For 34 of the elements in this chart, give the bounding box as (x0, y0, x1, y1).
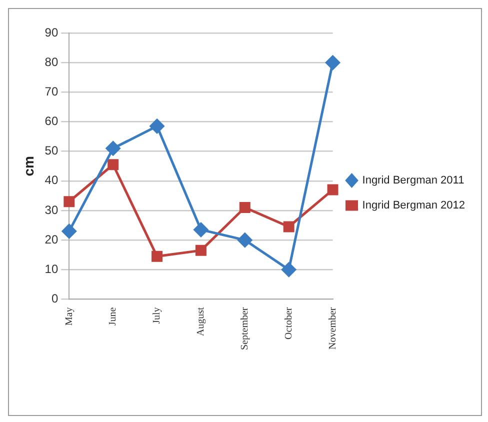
x-tick-label: July (152, 307, 163, 324)
point (282, 262, 296, 277)
point (238, 232, 252, 248)
point (62, 224, 76, 238)
y-tick-label: 60 (44, 114, 58, 128)
point (108, 159, 119, 170)
point (326, 55, 340, 70)
point (64, 196, 75, 208)
legend-label: Ingrid Bergman 2012 (362, 200, 465, 212)
y-tick-label: 80 (44, 54, 58, 69)
x-tick-label: August (196, 307, 207, 336)
y-tick-label: 10 (44, 262, 58, 276)
x-tick-label: May (64, 307, 75, 326)
y-tick-label: 90 (44, 25, 58, 40)
point (150, 118, 164, 134)
point (194, 222, 208, 237)
x-tick-label: June (108, 306, 119, 326)
point (283, 221, 294, 232)
y-tick-label: 50 (44, 144, 58, 158)
y-tick-label: 20 (44, 232, 58, 246)
legend-label: Ingrid Bergman 2011 (362, 174, 464, 187)
point (152, 250, 163, 262)
point (195, 244, 206, 256)
point (327, 184, 338, 196)
y-tick-label: 70 (44, 84, 58, 98)
y-tick-label: 0 (51, 292, 58, 306)
y-tick-label: 30 (44, 202, 58, 217)
point (106, 141, 120, 156)
x-tick-label: September (240, 306, 251, 350)
y-tick-label: 40 (44, 173, 58, 188)
x-tick-label: October (283, 306, 294, 340)
x-tick-label: November (327, 306, 338, 350)
point (239, 202, 250, 214)
y-axis-title: cm (20, 156, 36, 176)
